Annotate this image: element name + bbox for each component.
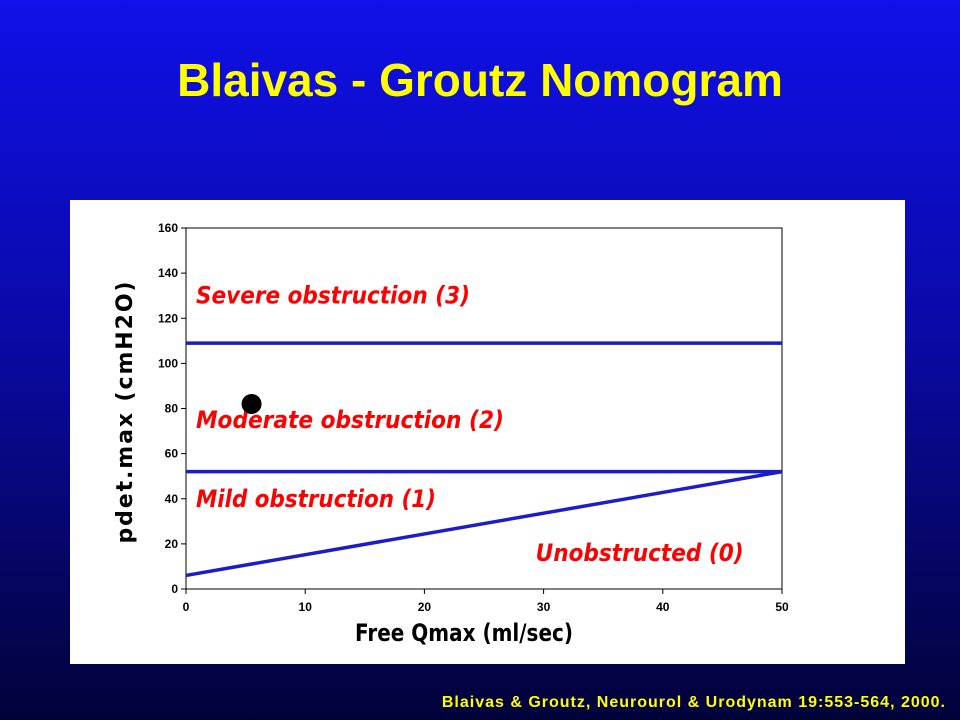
y-tick-label: 80 xyxy=(165,402,179,416)
x-tick-label: 10 xyxy=(299,600,313,614)
y-tick-label: 120 xyxy=(158,311,178,325)
slide-title: Blaivas - Groutz Nomogram xyxy=(177,54,783,106)
zone-label: Moderate obstruction (2) xyxy=(196,406,504,434)
zone-label: Mild obstruction (1) xyxy=(196,485,436,513)
y-tick-label: 0 xyxy=(171,582,178,596)
nomogram-chart: 0 20 40 60 80 100 120 140 160 0 10 20 30 40 50 Severe o… xyxy=(113,221,789,647)
y-tick-label: 100 xyxy=(158,356,178,370)
x-axis-label: Free Qmax (ml/sec) xyxy=(355,619,573,647)
x-tick-label: 50 xyxy=(775,600,789,614)
y-tick-label: 140 xyxy=(158,266,178,280)
data-point xyxy=(241,393,262,414)
y-tick-label: 60 xyxy=(165,447,179,461)
citation: Blaivas & Groutz, Neurourol & Urodynam 1… xyxy=(441,694,946,711)
chart-panel: 0 20 40 60 80 100 120 140 160 0 10 20 30 40 50 Severe o… xyxy=(70,200,905,664)
x-tick-label: 20 xyxy=(418,600,432,614)
boundary-line-unobstructed-boundary xyxy=(185,469,783,578)
zone-label: Severe obstruction (3) xyxy=(196,282,470,310)
x-tick-label: 40 xyxy=(656,600,670,614)
x-tick-label: 30 xyxy=(537,600,551,614)
y-tick-label: 40 xyxy=(165,492,179,506)
x-tick-label: 0 xyxy=(183,600,190,614)
zone-label: Unobstructed (0) xyxy=(536,539,744,567)
y-axis-label: pdet.max (cmH2O) xyxy=(113,282,138,544)
y-tick-label: 20 xyxy=(165,537,179,551)
y-tick-label: 160 xyxy=(158,221,178,235)
